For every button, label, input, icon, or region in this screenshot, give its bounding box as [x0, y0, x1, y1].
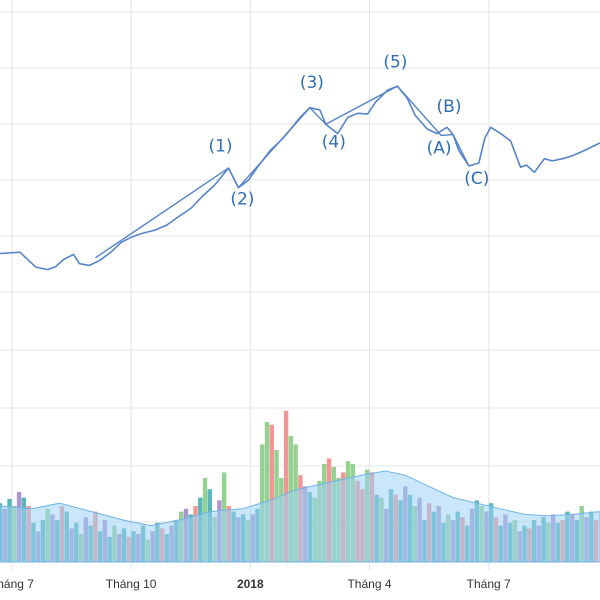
- price-series-line: [0, 85, 600, 271]
- x-tick-label: 2018: [237, 577, 264, 591]
- volume-bar: [264, 422, 270, 562]
- volume-bar: [269, 424, 274, 562]
- wave-labels: (1) (2) (3) (4) (5) (A) (B) (C): [208, 52, 489, 209]
- x-tick-label: Tháng 7: [0, 577, 34, 591]
- wave-label: (B): [437, 97, 462, 117]
- wave-label: (A): [427, 139, 452, 159]
- volume-average-area: [0, 470, 600, 563]
- x-tick-label: Tháng 10: [106, 577, 157, 591]
- x-tick-label: Tháng 4: [347, 577, 391, 591]
- wave-path-line: [95, 85, 470, 259]
- elliott-wave-path: [95, 85, 470, 259]
- wave-label: (C): [464, 169, 489, 189]
- wave-label: (5): [383, 52, 407, 72]
- wave-label: (4): [322, 132, 346, 152]
- wave-label: (1): [208, 137, 232, 157]
- x-axis-ticks: Tháng 7 Tháng 10 2018 Tháng 4 Tháng 7: [0, 577, 511, 591]
- volume-average-area: [0, 470, 600, 563]
- wave-label: (2): [230, 190, 254, 210]
- x-tick-label: Tháng 7: [467, 577, 511, 591]
- price-line: [0, 85, 600, 271]
- volume-bar: [283, 410, 289, 562]
- wave-label: (3): [300, 73, 324, 93]
